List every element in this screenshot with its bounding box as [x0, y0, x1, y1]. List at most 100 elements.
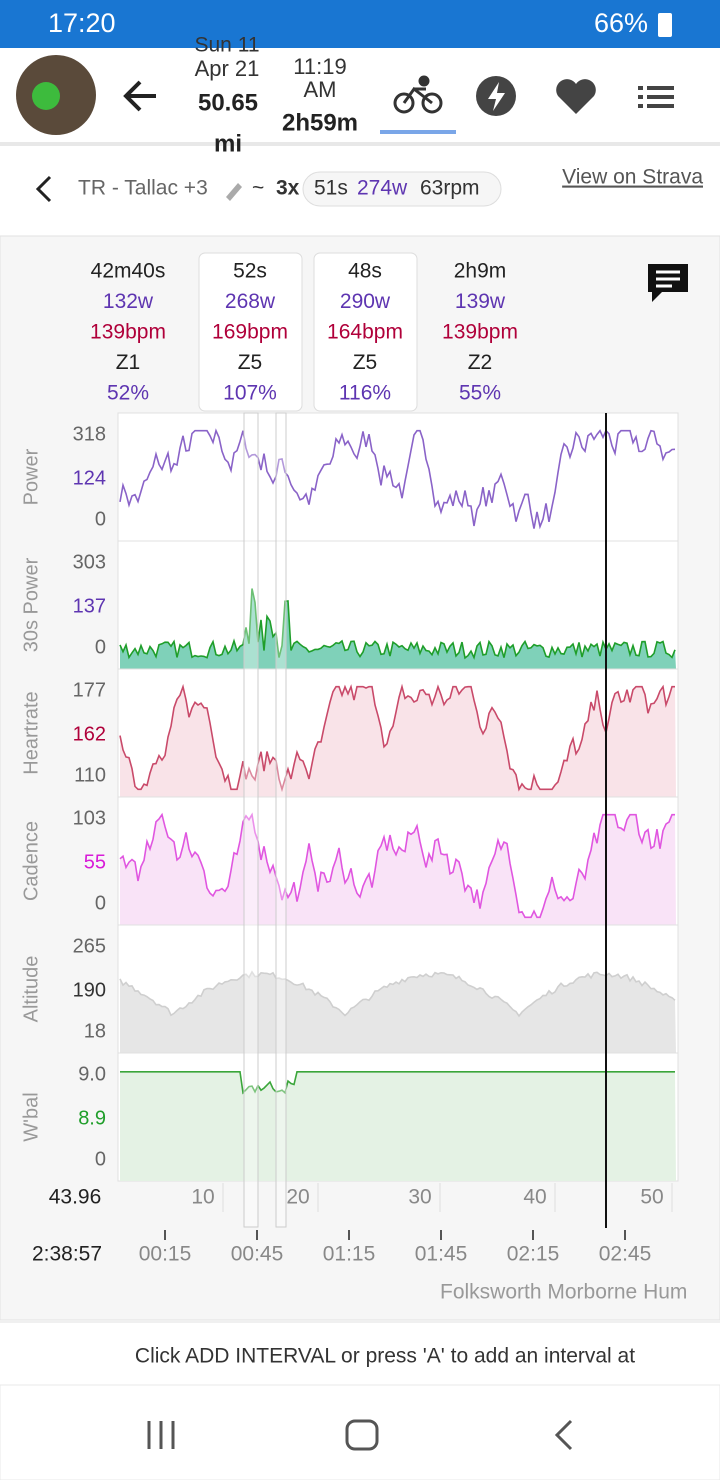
- time-start: 2:38:57: [32, 1243, 102, 1266]
- distance: 50.65: [198, 89, 258, 116]
- distance-tick-label: 20: [286, 1186, 309, 1209]
- time-tick-label: 02:45: [599, 1243, 652, 1266]
- heart-tab[interactable]: [556, 79, 596, 114]
- trace-line: [119, 812, 675, 919]
- time-tick-label: 00:15: [139, 1243, 192, 1266]
- distance-tick-label: 30: [408, 1186, 431, 1209]
- interval-percent: 107%: [223, 382, 277, 405]
- date-partial: Sun 11: [195, 34, 260, 57]
- frame: [402, 86, 433, 105]
- tick-label: 124: [73, 467, 106, 489]
- clock: 17:20: [48, 8, 116, 38]
- home-button[interactable]: [345, 1419, 379, 1451]
- plot-label: W'bal: [20, 1092, 42, 1141]
- bullet: [638, 104, 643, 108]
- comment-lines: [656, 270, 680, 288]
- tick-label: 8.9: [78, 1107, 106, 1129]
- tick-label: 110: [74, 764, 106, 786]
- tick-label: 0: [95, 636, 106, 658]
- pill-cadence: 63rpm: [420, 177, 480, 200]
- back-arrow[interactable]: [123, 80, 156, 112]
- start-ampm: AM: [304, 77, 337, 102]
- tab-underline: [380, 130, 456, 134]
- trace-area: [120, 971, 676, 1053]
- trace-area: [120, 1071, 676, 1181]
- trace-line: [119, 428, 676, 530]
- distance-tick-label: 40: [523, 1186, 546, 1209]
- tick-label: 303: [73, 551, 106, 573]
- interval-zone: Z5: [238, 351, 263, 374]
- strava-link[interactable]: View on Strava: [562, 166, 703, 189]
- distance-tick-label: 10: [191, 1186, 214, 1209]
- trace-line: [119, 970, 676, 1018]
- start-time: 11:19: [293, 54, 346, 79]
- tick-label: 265: [73, 935, 106, 957]
- trace-area: [120, 588, 676, 669]
- wheel: [421, 92, 443, 114]
- interval-duration: 48s: [348, 260, 382, 283]
- bullet: [638, 95, 643, 99]
- distance-unit: mi: [214, 130, 242, 157]
- plot-label: Cadence: [20, 821, 42, 901]
- tick-label: 55: [84, 851, 106, 873]
- trace-line: [119, 588, 676, 660]
- repeat: 3x: [276, 177, 300, 200]
- interval-heartrate: 139bpm: [442, 321, 518, 344]
- pill-duration: 51s: [314, 177, 348, 200]
- interval-percent: 116%: [339, 382, 391, 405]
- bike-tab[interactable]: [393, 75, 443, 114]
- edit-icon[interactable]: [226, 183, 242, 201]
- plot-label: Heartrate: [20, 691, 42, 774]
- recents-button[interactable]: [147, 1421, 175, 1449]
- distance-start: 43.96: [49, 1186, 102, 1209]
- interval-zone: Z2: [468, 351, 493, 374]
- interval-heartrate: 169bpm: [212, 321, 288, 344]
- trace-line: [120, 1071, 675, 1095]
- workout-back[interactable]: [35, 175, 52, 203]
- time-tick-label: 00:45: [231, 1243, 284, 1266]
- hint: Click ADD INTERVAL or press 'A' to add a…: [135, 1345, 635, 1368]
- bolt: [488, 82, 505, 111]
- trace-line: [119, 683, 675, 793]
- wheel: [393, 92, 415, 114]
- plot-label: Altitude: [20, 956, 42, 1023]
- interval-pill: [302, 171, 502, 207]
- bar: [647, 95, 674, 99]
- interval-percent: 52%: [107, 382, 149, 405]
- time-tick-label: 01:15: [323, 1243, 376, 1266]
- interval-duration: 2h9m: [454, 260, 507, 283]
- tick-label: 0: [95, 892, 106, 914]
- tick-label: 190: [73, 979, 106, 1001]
- header-shadow: [0, 142, 720, 146]
- interval-heartrate: 139bpm: [90, 321, 166, 344]
- interval-percent: 55%: [459, 382, 501, 405]
- selection-band: [275, 412, 287, 1228]
- tick-label: 0: [95, 508, 106, 530]
- interval-box[interactable]: [198, 252, 303, 412]
- workout-name: TR - Tallac +3: [78, 177, 208, 200]
- tick-label: 9.0: [78, 1063, 106, 1085]
- tick-label: 162: [73, 723, 106, 745]
- tick-label: 177: [73, 679, 106, 701]
- interval-power: 139w: [455, 290, 506, 313]
- avatar-frog: [32, 82, 60, 110]
- tick-label: 137: [73, 595, 106, 617]
- nav-back-button[interactable]: [554, 1419, 573, 1451]
- interval-power: 290w: [340, 290, 391, 313]
- time-tick-label: 02:15: [507, 1243, 560, 1266]
- tick-label: 318: [73, 423, 106, 445]
- bullet: [638, 86, 643, 90]
- battery-icon: [658, 13, 672, 37]
- list-tab[interactable]: [638, 86, 674, 108]
- trace-area: [120, 814, 676, 925]
- interval-heartrate: 164bpm: [327, 321, 403, 344]
- pill-power: 274w: [357, 177, 408, 200]
- interval-box[interactable]: [313, 252, 418, 412]
- header: [0, 48, 720, 145]
- bar: [647, 86, 674, 90]
- tick-label: 103: [73, 807, 106, 829]
- date: Apr 21: [195, 56, 260, 81]
- duration: 2h59m: [282, 109, 358, 136]
- interval-power: 268w: [225, 290, 276, 313]
